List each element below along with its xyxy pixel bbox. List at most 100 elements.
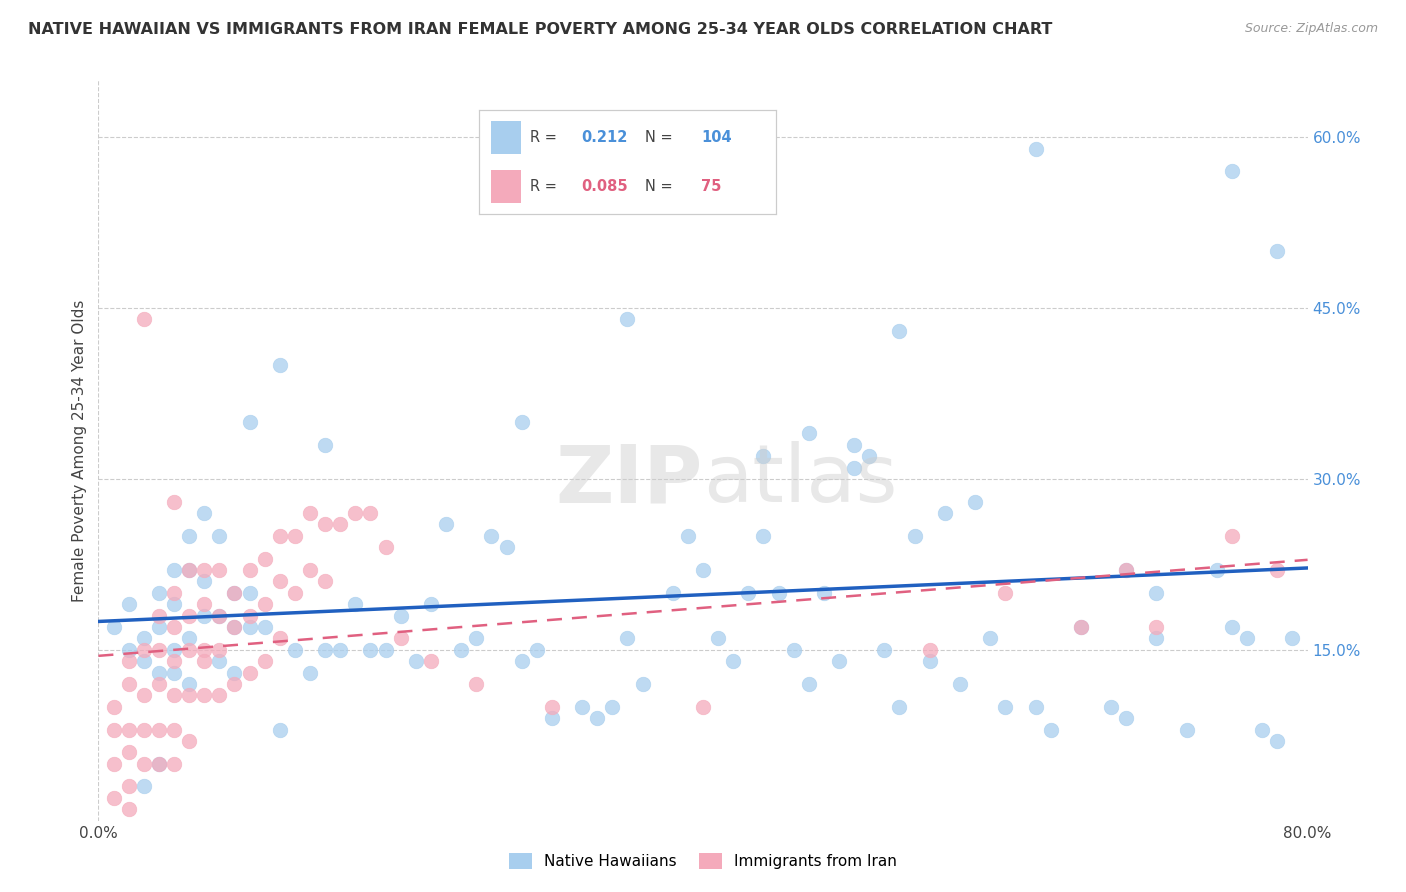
Point [1144, 632, 1167, 646]
Point [284, 642, 307, 657]
Point [1281, 632, 1303, 646]
Point [1115, 563, 1137, 577]
Point [1099, 699, 1122, 714]
Point [360, 506, 382, 520]
Legend: Native Hawaiians, Immigrants from Iran: Native Hawaiians, Immigrants from Iran [502, 847, 904, 875]
Text: atlas: atlas [703, 441, 897, 519]
Point [994, 699, 1017, 714]
Point [224, 620, 246, 634]
Point [208, 529, 231, 543]
Point [299, 665, 322, 680]
Point [148, 620, 170, 634]
Point [132, 723, 155, 737]
Point [163, 597, 186, 611]
Point [103, 723, 125, 737]
Point [132, 756, 155, 771]
Point [132, 689, 155, 703]
Text: NATIVE HAWAIIAN VS IMMIGRANTS FROM IRAN FEMALE POVERTY AMONG 25-34 YEAR OLDS COR: NATIVE HAWAIIAN VS IMMIGRANTS FROM IRAN … [28, 22, 1053, 37]
Point [1070, 620, 1092, 634]
Point [253, 620, 276, 634]
Point [179, 529, 201, 543]
Point [163, 620, 186, 634]
Point [253, 597, 276, 611]
Point [676, 529, 699, 543]
Point [269, 574, 291, 589]
Point [269, 632, 291, 646]
Point [420, 597, 443, 611]
Point [994, 586, 1017, 600]
Point [1024, 699, 1046, 714]
Point [179, 677, 201, 691]
Point [360, 642, 382, 657]
Point [1267, 244, 1289, 259]
Point [314, 438, 336, 452]
Point [163, 723, 186, 737]
Point [118, 780, 141, 794]
Point [1175, 723, 1198, 737]
Point [148, 586, 170, 600]
Point [934, 506, 956, 520]
Point [1220, 529, 1243, 543]
Point [299, 506, 322, 520]
Point [253, 654, 276, 668]
Point [193, 654, 215, 668]
Point [132, 654, 155, 668]
Point [208, 608, 231, 623]
Point [450, 642, 472, 657]
Point [193, 574, 215, 589]
Point [631, 677, 654, 691]
Point [420, 654, 443, 668]
Point [374, 541, 396, 555]
Point [1039, 723, 1062, 737]
Point [797, 677, 820, 691]
Point [1144, 586, 1167, 600]
Point [148, 608, 170, 623]
Point [586, 711, 609, 725]
Point [269, 529, 291, 543]
Point [103, 790, 125, 805]
Point [465, 677, 488, 691]
Point [118, 745, 141, 759]
Point [269, 723, 291, 737]
Point [314, 642, 336, 657]
Point [979, 632, 1001, 646]
Point [752, 449, 775, 463]
Point [707, 632, 730, 646]
Point [239, 665, 262, 680]
Point [873, 642, 896, 657]
Point [163, 563, 186, 577]
Point [239, 415, 262, 429]
Point [208, 689, 231, 703]
Point [1267, 563, 1289, 577]
Y-axis label: Female Poverty Among 25-34 Year Olds: Female Poverty Among 25-34 Year Olds [72, 300, 87, 601]
Point [540, 699, 562, 714]
Point [904, 529, 927, 543]
Point [314, 517, 336, 532]
Point [163, 665, 186, 680]
Point [163, 586, 186, 600]
Point [661, 586, 683, 600]
Point [434, 517, 457, 532]
Point [239, 586, 262, 600]
Point [314, 574, 336, 589]
Point [103, 620, 125, 634]
Text: Source: ZipAtlas.com: Source: ZipAtlas.com [1244, 22, 1378, 36]
Point [844, 438, 866, 452]
Point [1236, 632, 1258, 646]
Point [179, 632, 201, 646]
Point [889, 324, 911, 338]
Point [208, 608, 231, 623]
Point [208, 642, 231, 657]
Point [239, 563, 262, 577]
Point [148, 642, 170, 657]
Point [163, 654, 186, 668]
Point [616, 312, 638, 326]
Point [344, 506, 367, 520]
Text: ZIP: ZIP [555, 441, 703, 519]
Point [1115, 711, 1137, 725]
Point [828, 654, 851, 668]
Point [510, 415, 533, 429]
Point [389, 632, 412, 646]
Point [602, 699, 624, 714]
Point [148, 756, 170, 771]
